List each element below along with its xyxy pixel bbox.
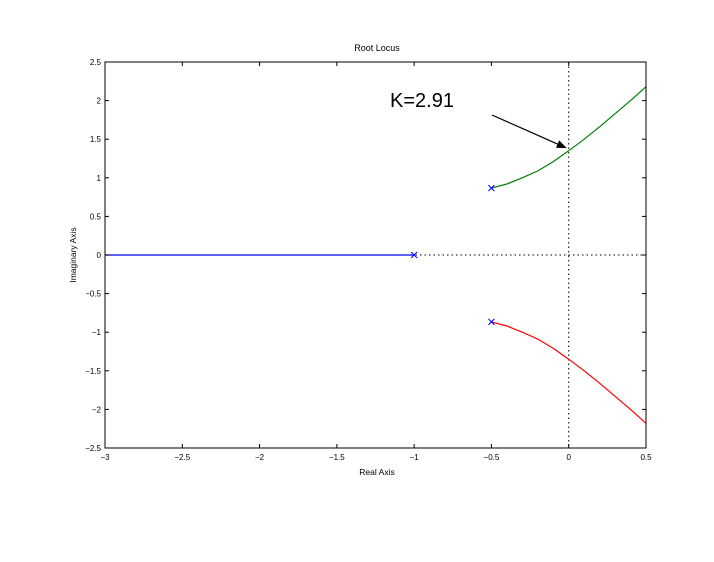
chart-title: Root Locus bbox=[354, 43, 400, 53]
annotation-arrow-line bbox=[491, 114, 558, 145]
axis-ticks: −3 −2.5 −2 −1.5 −1 −0.5 0 0.52.521.510.50−0.5−1… bbox=[85, 58, 652, 462]
y-tick-label: 2 bbox=[97, 97, 102, 106]
pole-stroke bbox=[488, 318, 495, 326]
x-tick-label: −1 bbox=[410, 453, 420, 462]
y-tick-label: 0 bbox=[97, 251, 102, 260]
x-tick-label: 0.5 bbox=[640, 453, 652, 462]
x-tick-label: −2.5 bbox=[174, 453, 190, 462]
y-tick-label: 1.5 bbox=[90, 135, 102, 144]
x-tick-label: −0.5 bbox=[484, 453, 500, 462]
y-tick-label: −1.5 bbox=[85, 367, 101, 376]
pole-marker bbox=[410, 251, 418, 259]
y-axis-label: Imaginary Axis bbox=[68, 227, 78, 282]
annotation-arrow-head bbox=[555, 140, 567, 149]
pole-marker bbox=[488, 184, 495, 192]
annotation-group: K=2.91 bbox=[390, 90, 567, 149]
y-tick-label: 1 bbox=[97, 174, 102, 183]
locus-branch-2 bbox=[491, 86, 647, 189]
pole-marker bbox=[488, 318, 495, 326]
y-tick-label: −2 bbox=[92, 405, 102, 414]
y-tick-label: 2.5 bbox=[90, 58, 102, 67]
y-tick-label: 0.5 bbox=[90, 212, 102, 221]
x-tick-label: −2 bbox=[255, 453, 265, 462]
x-tick-label: −1.5 bbox=[329, 453, 345, 462]
pole-stroke bbox=[410, 251, 418, 259]
series-group bbox=[105, 86, 647, 424]
x-axis-label: Real Axis bbox=[359, 467, 394, 477]
y-tick-label: −1 bbox=[92, 328, 102, 337]
y-tick-label: −0.5 bbox=[85, 290, 101, 299]
pole-stroke bbox=[488, 184, 495, 192]
y-tick-label: −2.5 bbox=[85, 444, 101, 453]
poles-group bbox=[410, 184, 495, 326]
x-tick-label: −3 bbox=[100, 453, 110, 462]
gain-annotation: K=2.91 bbox=[390, 90, 454, 112]
x-tick-label: 0 bbox=[566, 453, 571, 462]
locus-branch-3 bbox=[491, 321, 647, 424]
